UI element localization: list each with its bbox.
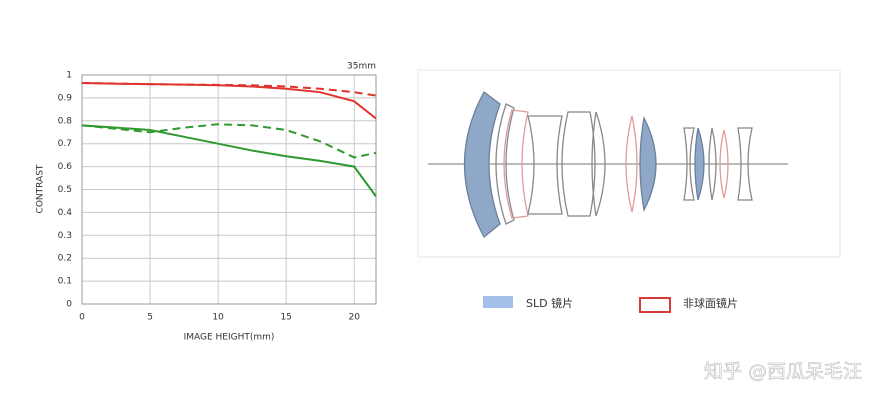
- x-tick-label: 0: [79, 313, 85, 323]
- sld-lens: [463, 91, 501, 239]
- lens: [495, 103, 515, 225]
- y-tick-label: 0.5: [58, 185, 72, 195]
- lens: [737, 127, 753, 201]
- x-tick-label: 20: [348, 313, 360, 323]
- lens-diagram: [417, 69, 841, 258]
- y-tick-label: 0.7: [58, 139, 72, 149]
- x-axis-label: IMAGE HEIGHT(mm): [184, 333, 275, 343]
- legend-label: 非球面镜片: [683, 296, 738, 310]
- lens: [683, 127, 695, 201]
- annotation: 35mm: [347, 62, 376, 72]
- aspherical-lens: [503, 109, 529, 219]
- diagram-frame: [417, 69, 841, 258]
- y-tick-label: 1: [66, 71, 72, 81]
- lens: [527, 115, 563, 215]
- y-tick-label: 0.3: [58, 231, 72, 241]
- y-tick-label: 0.2: [58, 254, 72, 264]
- legend-swatch: [483, 296, 513, 308]
- x-tick-label: 5: [147, 313, 153, 323]
- y-tick-label: 0.9: [58, 93, 73, 103]
- aspherical-lens: [719, 129, 729, 199]
- series-line: [81, 124, 377, 197]
- y-tick-label: 0: [66, 300, 72, 310]
- series-line: [81, 82, 377, 97]
- y-axis-label: CONTRAST: [36, 164, 46, 213]
- x-tick-label: 10: [212, 313, 224, 323]
- plot-frame: [81, 74, 377, 305]
- sld-lens: [694, 127, 705, 201]
- sld-lens: [639, 115, 657, 213]
- aspherical-lens: [625, 115, 638, 213]
- y-tick-label: 0.8: [58, 116, 73, 126]
- watermark: 知乎 @西瓜呆毛汪: [704, 361, 862, 383]
- lens: [591, 111, 606, 217]
- legend-swatch: [639, 297, 671, 313]
- y-tick-label: 0.1: [58, 277, 72, 287]
- legend-label: SLD 镜片: [526, 296, 573, 310]
- series-line: [81, 82, 377, 120]
- x-tick-label: 15: [280, 313, 291, 323]
- y-tick-label: 0.6: [58, 162, 73, 172]
- lens: [708, 127, 717, 201]
- y-tick-label: 0.4: [58, 208, 73, 218]
- series-line: [81, 123, 377, 159]
